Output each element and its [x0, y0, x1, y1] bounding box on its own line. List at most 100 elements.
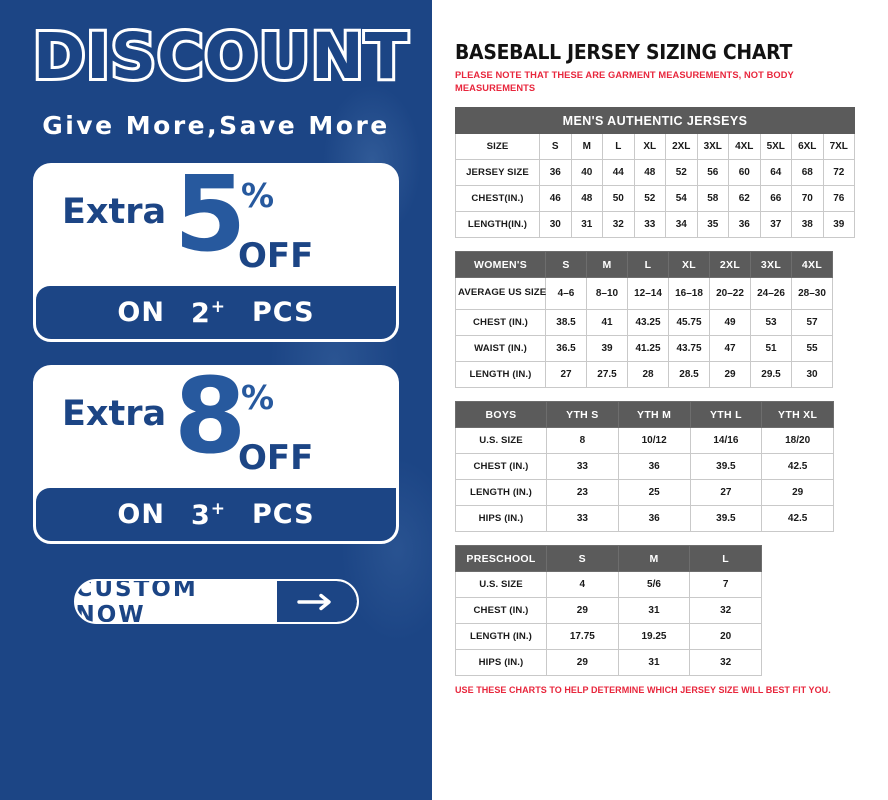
cell: 37	[759, 211, 792, 239]
cell: 43.75	[668, 335, 710, 363]
col-header: 2XL	[709, 251, 751, 279]
cell: 10/12	[617, 427, 691, 455]
row-label: CHEST (IN.)	[455, 597, 547, 625]
cell: 8–10	[586, 277, 628, 311]
cell: 32	[689, 597, 762, 625]
boys-size-table: BOYS YTH S YTH M YTH L YTH XL U.S. SIZE …	[455, 401, 834, 533]
cell: 29	[709, 361, 751, 389]
table-row: CHEST (IN.) 33 36 39.5 42.5	[455, 453, 834, 481]
cell: 31	[617, 649, 691, 677]
cell: 8	[546, 427, 619, 455]
discount-number: 5	[174, 163, 247, 276]
col-header: 4XL	[728, 133, 761, 161]
cell: 28	[627, 361, 669, 389]
col-header: YTH XL	[761, 401, 834, 429]
cell: 17.75	[546, 623, 619, 651]
cell: 48	[633, 159, 666, 187]
cell: 27	[689, 479, 763, 507]
cell: 56	[696, 159, 729, 187]
row-label: LENGTH (IN.)	[455, 361, 546, 389]
discount-promo-panel: DISCOUNT Give More,Save More Extra 5 % O…	[0, 0, 432, 800]
cta-container: CUSTOM NOW	[33, 579, 399, 625]
cell: 4–6	[545, 277, 587, 311]
cell: 62	[728, 185, 761, 213]
chart-disclaimer-note: PLEASE NOTE THAT THESE ARE GARMENT MEASU…	[455, 70, 794, 93]
cell: 16–18	[668, 277, 710, 311]
cell: 33	[546, 453, 619, 481]
cell: 12–14	[627, 277, 669, 311]
cell: 53	[750, 309, 792, 337]
cell: 27.5	[586, 361, 628, 389]
cell: 68	[791, 159, 824, 187]
cell: 20–22	[709, 277, 751, 311]
cell: 39.5	[689, 453, 763, 481]
cell: 46	[539, 185, 572, 213]
cell: 39	[822, 211, 855, 239]
col-header: YTH M	[617, 401, 691, 429]
cell: 49	[709, 309, 751, 337]
cell: 66	[759, 185, 792, 213]
cell: 51	[750, 335, 792, 363]
cell: 40	[570, 159, 603, 187]
sizing-chart-panel: BASEBALL JERSEY SIZING CHART PLEASE NOTE…	[455, 0, 888, 800]
discount-condition-bar: ON 2+ PCS	[36, 286, 396, 340]
cell: 23	[546, 479, 619, 507]
row-label: LENGTH(IN.)	[455, 211, 540, 239]
custom-now-label: CUSTOM NOW	[75, 579, 198, 625]
discount-card-8-percent[interactable]: Extra 8 % OFF ON 3+ PCS	[33, 365, 399, 545]
cell: 64	[759, 159, 792, 187]
arrow-right-icon[interactable]	[276, 581, 357, 623]
table-row: AVERAGE US SIZE 4–6 8–10 12–14 16–18 20–…	[455, 277, 833, 311]
cell: 18/20	[761, 427, 834, 455]
cell: 29	[546, 597, 619, 625]
cell: 42.5	[761, 505, 834, 533]
col-header: XL	[668, 251, 710, 279]
row-label: WAIST (IN.)	[455, 335, 546, 363]
cell: 39	[586, 335, 628, 363]
custom-now-button[interactable]: CUSTOM NOW	[73, 579, 359, 625]
quantity-threshold: 3+	[190, 498, 227, 531]
table-row: WAIST (IN.) 36.5 39 41.25 43.75 47 51 55	[455, 335, 833, 363]
cell: 36	[617, 505, 691, 533]
col-header: S	[539, 133, 572, 161]
discount-card-5-percent[interactable]: Extra 5 % OFF ON 2+ PCS	[33, 163, 399, 343]
table-row: HIPS (IN.) 29 31 32	[455, 649, 762, 677]
cell: 5/6	[617, 571, 691, 599]
col-header: YTH S	[546, 401, 619, 429]
cell: 28.5	[668, 361, 710, 389]
chart-title: BASEBALL JERSEY SIZING CHART	[455, 40, 793, 64]
col-header: M	[586, 251, 628, 279]
percent-symbol: %	[241, 176, 275, 216]
cell: 43.25	[627, 309, 669, 337]
cell: 20	[689, 623, 762, 651]
col-header: XL	[633, 133, 666, 161]
promo-title: DISCOUNT	[30, 20, 411, 93]
row-label: AVERAGE US SIZE	[455, 277, 546, 311]
cell: 50	[602, 185, 635, 213]
cell: 29	[761, 479, 834, 507]
cell: 70	[791, 185, 824, 213]
table-row: U.S. SIZE 4 5/6 7	[455, 571, 762, 599]
cell: 36	[728, 211, 761, 239]
discount-card-body: Extra 5 % OFF	[36, 163, 396, 287]
cell: 36	[539, 159, 572, 187]
cell: 7	[689, 571, 762, 599]
col-header: 4XL	[791, 251, 833, 279]
row-label: HIPS (IN.)	[455, 649, 547, 677]
col-header: M	[617, 545, 691, 573]
cell: 38	[791, 211, 824, 239]
cell: 19.25	[617, 623, 691, 651]
table-row: LENGTH (IN.) 23 25 27 29	[455, 479, 834, 507]
preschool-size-table: PRESCHOOL S M L U.S. SIZE 4 5/6 7 CHEST …	[455, 545, 762, 677]
col-header: L	[627, 251, 669, 279]
col-header: 2XL	[665, 133, 698, 161]
cell: 57	[791, 309, 833, 337]
cell: 4	[546, 571, 619, 599]
cell: 42.5	[761, 453, 834, 481]
cell: 32	[602, 211, 635, 239]
col-header: S	[546, 545, 619, 573]
cell: 33	[546, 505, 619, 533]
mens-size-table: MEN'S AUTHENTIC JERSEYS SIZE S M L XL 2X…	[455, 107, 855, 239]
off-label: OFF	[238, 438, 314, 479]
cell: 38.5	[545, 309, 587, 337]
